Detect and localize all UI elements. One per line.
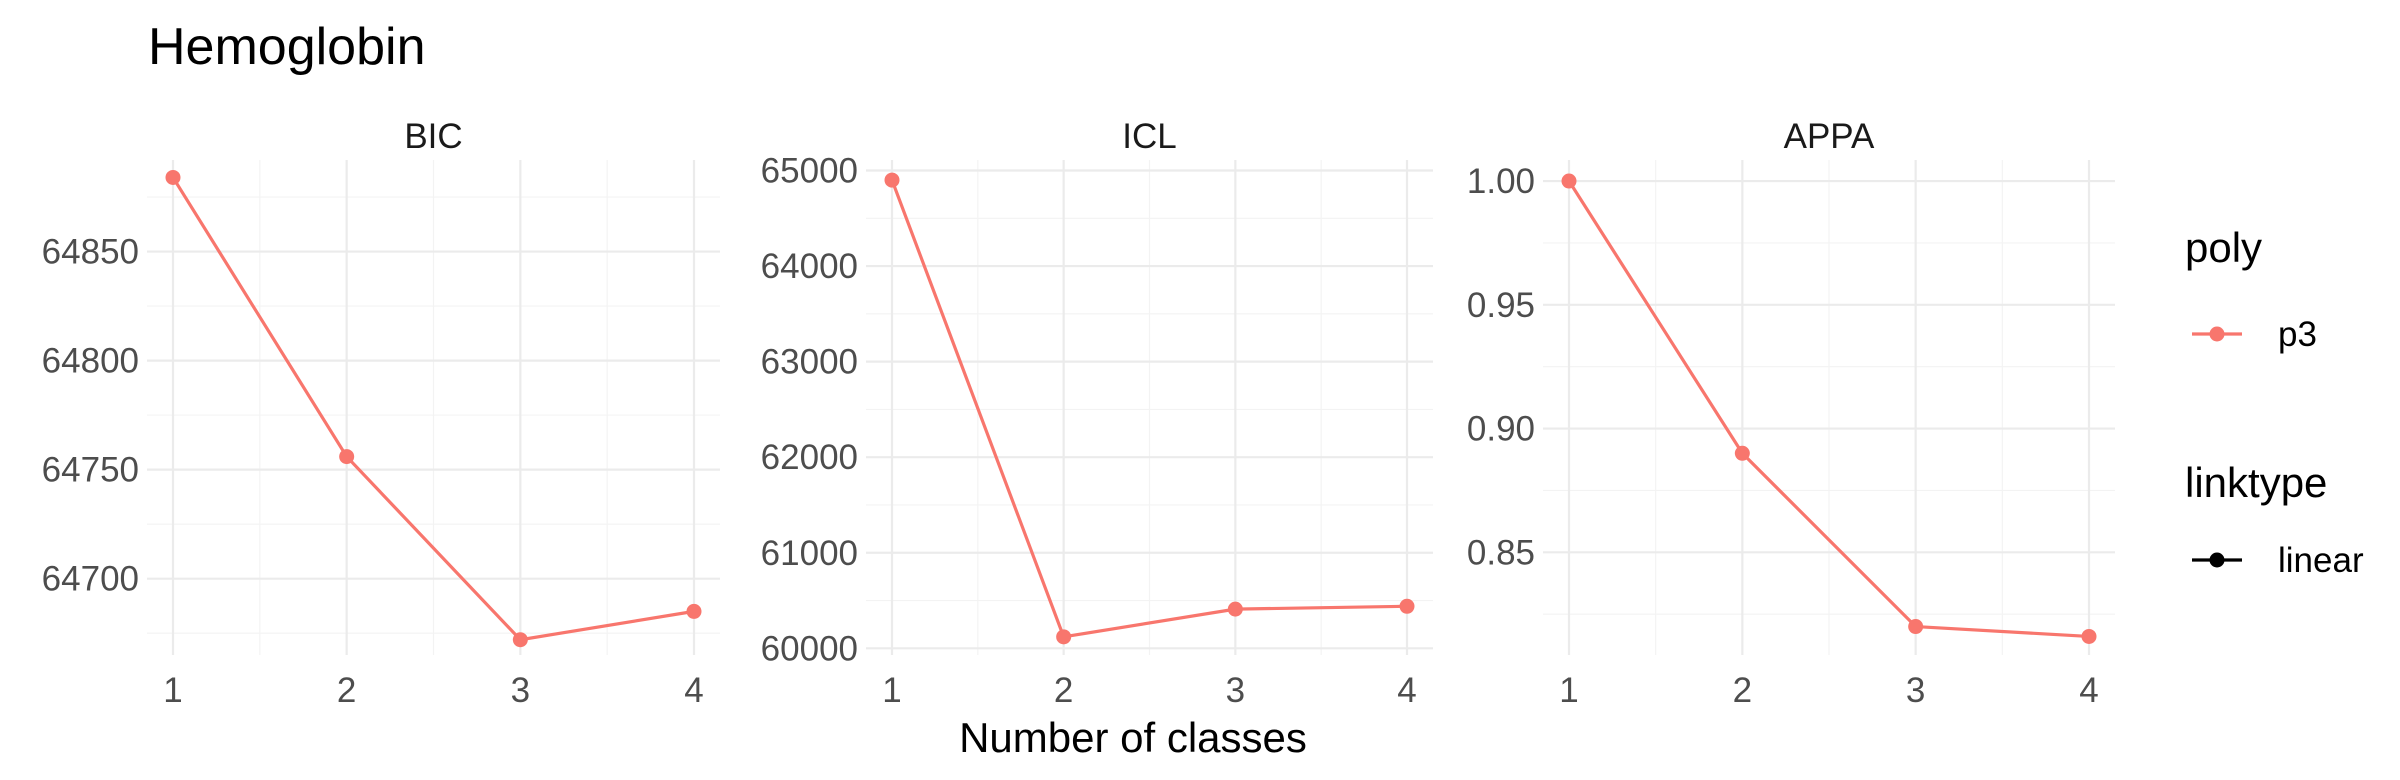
x-tick-label: 2 <box>337 671 356 710</box>
data-point <box>1908 619 1924 635</box>
y-tick-label: 0.90 <box>1467 410 1535 449</box>
data-point <box>512 632 528 648</box>
x-tick-label: 1 <box>882 671 901 710</box>
panel-appa: 0.85 0.90 0.95 1.00 1 2 3 4 APPA <box>1467 117 2115 710</box>
x-tick-label: 1 <box>1559 671 1578 710</box>
y-tick-label: 1.00 <box>1467 162 1535 201</box>
panel-icl: 60000 61000 62000 63000 64000 65000 1 2 3 4 ICL <box>761 117 1433 710</box>
legend-poly: poly p3 <box>2185 224 2317 354</box>
y-tick-label: 65000 <box>761 152 858 191</box>
series-line-p3 <box>890 179 1408 639</box>
legend-title: linktype <box>2185 459 2327 506</box>
x-tick-label: 4 <box>684 671 703 710</box>
legend-title: poly <box>2185 224 2262 271</box>
legend-label: linear <box>2278 541 2364 580</box>
legend-key-point <box>2209 552 2225 568</box>
strip-label: ICL <box>1122 117 1176 156</box>
y-tick-label: 61000 <box>761 534 858 573</box>
legend-label: p3 <box>2278 315 2317 354</box>
data-point <box>686 603 702 619</box>
x-tick-label: 2 <box>1733 671 1752 710</box>
series-line-p3 <box>171 176 695 642</box>
x-tick-label: 3 <box>511 671 530 710</box>
panel-bic: 64700 64750 64800 64850 1 2 3 4 BIC <box>42 117 720 710</box>
data-point <box>1056 629 1072 645</box>
series-line-p3 <box>1567 180 2090 639</box>
x-tick-label: 2 <box>1054 671 1073 710</box>
data-point <box>1227 601 1243 617</box>
chart-title: Hemoglobin <box>148 18 426 76</box>
y-tick-label: 64800 <box>42 342 139 381</box>
y-tick-label: 0.85 <box>1467 533 1535 572</box>
data-point <box>339 449 355 465</box>
y-tick-label: 63000 <box>761 343 858 382</box>
y-tick-label: 0.95 <box>1467 286 1535 325</box>
legend-linktype: linktype linear <box>2185 459 2364 580</box>
data-point <box>1734 445 1750 461</box>
x-tick-label: 4 <box>2079 671 2098 710</box>
x-tick-label: 1 <box>163 671 182 710</box>
strip-label: APPA <box>1784 117 1875 156</box>
y-tick-label: 64700 <box>42 560 139 599</box>
legend-area: poly p3 linktype linear <box>2185 224 2364 580</box>
x-tick-label: 4 <box>1397 671 1416 710</box>
data-point <box>165 169 181 185</box>
y-tick-label: 62000 <box>761 438 858 477</box>
y-tick-label: 60000 <box>761 629 858 668</box>
data-point <box>2081 628 2097 644</box>
data-point <box>1561 173 1577 189</box>
y-tick-label: 64000 <box>761 247 858 286</box>
y-tick-label: 64850 <box>42 233 139 272</box>
legend-key-point <box>2209 326 2225 342</box>
strip-label: BIC <box>404 117 462 156</box>
x-tick-label: 3 <box>1226 671 1245 710</box>
data-point <box>1399 598 1415 614</box>
facet-panels: 64700 64750 64800 64850 1 2 3 4 BIC 60000 61000 620… <box>42 117 2115 710</box>
x-axis-title: Number of classes <box>959 714 1307 761</box>
x-tick-label: 3 <box>1906 671 1925 710</box>
data-point <box>884 172 900 188</box>
y-tick-label: 64750 <box>42 451 139 490</box>
